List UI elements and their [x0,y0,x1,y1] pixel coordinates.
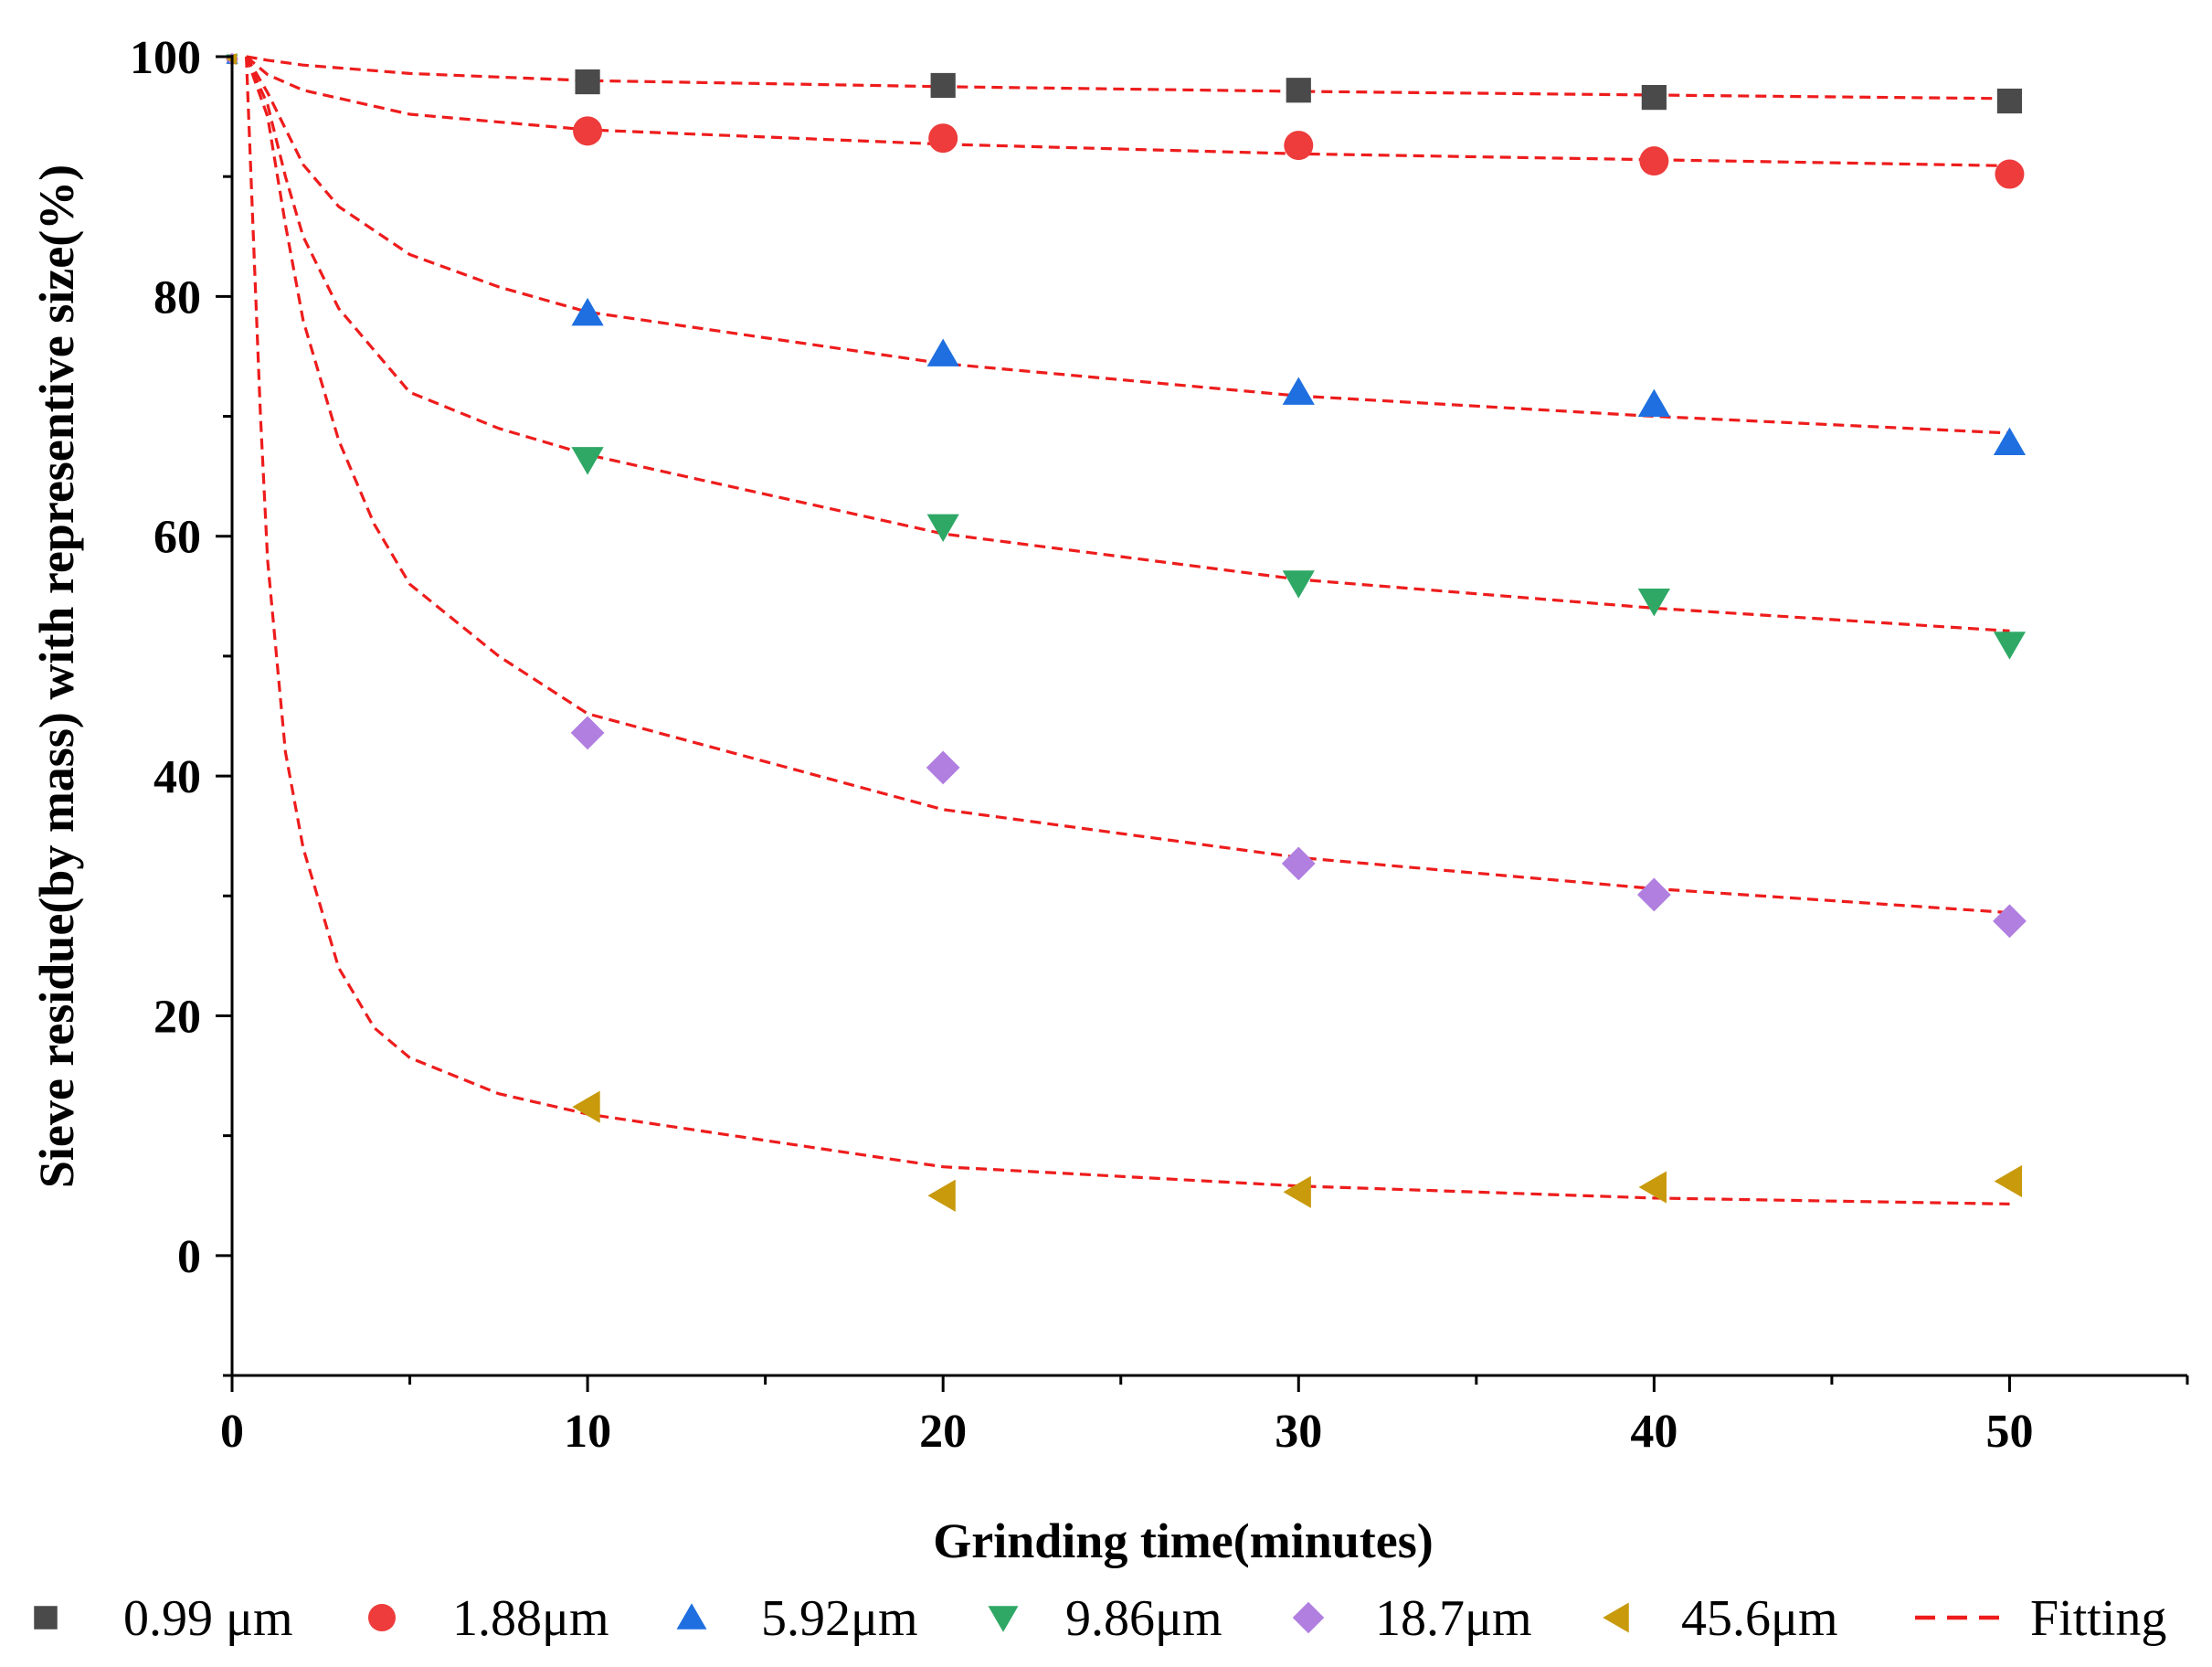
data-point-s4-3 [926,514,959,543]
data-point-s6-3 [927,1179,956,1212]
legend-marker-4 [988,1606,1019,1632]
legend-marker-3 [676,1603,707,1630]
data-point-s3-5 [1637,388,1670,418]
legend-marker-1 [34,1606,58,1630]
x-tick-label: 40 [1630,1406,1678,1458]
x-tick-label: 50 [1985,1406,2033,1458]
legend-item-5: 18.7μm [1292,1590,1532,1647]
data-point-s4-6 [1993,632,2027,660]
data-point-s5-3 [926,750,960,785]
data-point-s4-5 [1637,588,1670,617]
legend-marker-2 [368,1604,396,1631]
y-tick-label: 20 [153,991,201,1043]
fitting-curve-3 [245,56,2010,435]
legend-label-4: 9.86μm [1065,1590,1222,1647]
data-point-s6-5 [1638,1171,1667,1204]
data-point-s5-5 [1636,877,1671,912]
legend-item-fitting: Fitting [1915,1590,2166,1647]
data-point-s4-4 [1282,570,1315,599]
x-tick-label: 20 [919,1406,967,1458]
legend-item-1: 0.99 μm [34,1590,293,1647]
x-tick-label: 10 [564,1406,611,1458]
legend-item-6: 45.6μm [1603,1590,1838,1647]
data-point-s2-6 [1995,159,2025,189]
data-point-s5-2 [570,716,605,750]
data-point-s6-6 [1994,1164,2023,1198]
legend-label-5: 18.7μm [1375,1590,1532,1647]
y-tick-label: 80 [153,271,201,324]
data-point-s2-5 [1639,146,1669,176]
fitting-curve-4 [245,56,2010,632]
x-axis-title: Grinding time(minutes) [933,1513,1434,1568]
data-point-s3-6 [1993,427,2027,456]
fitting-curve-5 [245,56,2010,915]
x-tick-label: 30 [1275,1406,1322,1458]
data-point-s6-4 [1283,1175,1311,1208]
data-point-s2-4 [1284,131,1314,161]
data-point-s2-3 [928,123,958,154]
fitting-curve-1 [246,55,2010,101]
data-point-s5-6 [1993,904,2027,939]
y-tick-label: 40 [153,751,201,803]
fitting-curve-6 [245,56,2010,1205]
legend-label-2: 1.88μm [452,1590,609,1647]
legend-item-4: 9.86μm [988,1590,1222,1647]
data-point-s6-2 [572,1090,600,1123]
x-tick-label: 0 [220,1406,244,1458]
data-point-s1-4 [1286,78,1311,103]
data-point-s3-2 [571,297,604,326]
data-point-s2-2 [573,116,603,146]
data-point-s1-5 [1641,85,1667,111]
fitting-curve-2 [245,55,2010,167]
y-tick-label: 0 [177,1231,201,1283]
data-point-s3-3 [926,338,959,366]
data-point-s1-3 [930,72,956,99]
legend-marker-6 [1603,1602,1629,1633]
fitting-curves [245,55,2010,1205]
legend-label-fitting: Fitting [2030,1590,2166,1647]
data-point-s3-4 [1282,377,1315,405]
data-point-s4-2 [571,447,604,475]
legend: 0.99 μm 1.88μm 5.92μm 9.86μm 18.7μm 45.6μm Fit… [34,1590,2166,1647]
legend-label-3: 5.92μm [761,1590,918,1647]
y-tick-label: 60 [153,512,201,564]
legend-item-3: 5.92μm [676,1590,918,1647]
axes: 0 10 20 30 40 50 0 20 40 60 80 100 [130,32,2189,1458]
y-axis-title: Sieve residue(by mass) with representive… [29,165,84,1188]
y-tick-label: 100 [130,32,201,84]
data-point-s1-2 [575,69,600,95]
legend-label-1: 0.99 μm [123,1590,293,1647]
legend-label-6: 45.6μm [1681,1590,1838,1647]
data-markers [226,52,2027,1212]
data-point-s1-6 [1996,88,2023,114]
legend-marker-5 [1292,1601,1325,1634]
legend-item-2: 1.88μm [368,1590,609,1647]
data-point-s5-4 [1281,846,1316,881]
